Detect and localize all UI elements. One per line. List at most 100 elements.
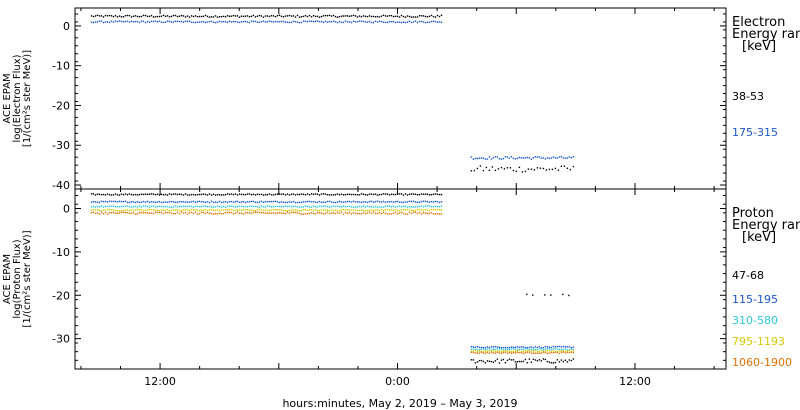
electron-data-point	[290, 21, 293, 24]
proton-data-point	[418, 208, 421, 211]
proton-data-point	[384, 212, 387, 214]
proton-data-point	[168, 209, 171, 212]
proton-data-point	[276, 212, 279, 214]
proton-data-point	[508, 346, 511, 349]
proton-data-point	[214, 194, 217, 196]
proton-data-point	[170, 212, 173, 214]
electron-data-point	[390, 15, 393, 17]
proton-data-point	[196, 193, 199, 196]
proton-data-point	[388, 213, 391, 215]
proton-y-axis-title: ACE EPAMlog(Proton Flux)[1/(cm²s ster Me…	[2, 230, 33, 327]
proton-data-point	[152, 193, 155, 195]
proton-data-point	[108, 212, 111, 214]
proton-data-point	[186, 205, 189, 208]
electron-data-point	[94, 15, 97, 17]
proton-data-point	[232, 193, 235, 196]
proton-data-point	[194, 211, 197, 213]
electron-data-point	[414, 16, 417, 18]
electron-data-point	[250, 15, 253, 17]
electron-data-point	[266, 15, 269, 17]
proton-data-point	[306, 212, 309, 215]
proton-data-point	[150, 205, 153, 207]
proton-data-point	[262, 209, 265, 212]
electron-data-point	[408, 20, 411, 22]
proton-data-point	[378, 209, 381, 212]
proton-data-point	[274, 205, 277, 207]
proton-data-point	[320, 201, 323, 203]
proton-data-point	[140, 211, 143, 214]
proton-data-point	[268, 209, 271, 212]
electron-data-point	[440, 14, 443, 16]
proton-data-point	[556, 348, 559, 350]
proton-data-point	[372, 206, 375, 208]
proton-data-point	[296, 209, 299, 212]
electron-data-point	[426, 21, 429, 24]
electron-legend-title-line: Electron	[732, 15, 785, 30]
proton-data-point	[362, 193, 365, 195]
proton-data-point	[124, 193, 127, 195]
proton-data-point	[154, 211, 157, 213]
electron-data-point	[102, 16, 105, 18]
proton-data-point	[100, 210, 103, 212]
proton-data-point	[316, 206, 319, 208]
proton-data-point	[414, 201, 417, 203]
proton-data-point	[422, 211, 425, 214]
proton-data-point	[164, 201, 167, 203]
electron-data-point	[170, 15, 173, 18]
electron-data-point	[524, 170, 527, 173]
proton-data-point	[306, 193, 309, 195]
electron-data-point	[554, 167, 557, 170]
electron-data-point	[308, 14, 311, 17]
electron-data-point	[482, 157, 485, 159]
proton-data-point	[146, 205, 149, 208]
proton-data-point	[412, 206, 415, 208]
electron-data-point	[178, 20, 181, 23]
proton-data-point	[540, 352, 543, 354]
proton-data-point	[218, 200, 221, 203]
electron-data-point	[430, 20, 433, 23]
proton-data-point	[570, 359, 573, 362]
proton-data-point	[412, 193, 415, 195]
proton-data-point	[284, 210, 287, 212]
proton-data-point	[308, 208, 311, 211]
proton-data-point	[382, 211, 385, 214]
electron-data-point	[264, 15, 267, 17]
proton-data-point	[406, 194, 409, 196]
electron-data-point	[546, 157, 549, 159]
proton-data-point	[482, 350, 485, 352]
proton-data-point	[422, 200, 425, 202]
proton-data-point	[300, 201, 303, 204]
electron-data-point	[252, 20, 255, 23]
electron-data-point	[376, 21, 379, 23]
proton-data-point	[190, 205, 193, 208]
proton-data-point	[132, 210, 135, 212]
proton-data-point	[566, 351, 569, 354]
proton-data-point	[126, 209, 129, 211]
electron-data-point	[258, 21, 261, 23]
proton-data-point	[256, 193, 259, 195]
proton-data-point	[416, 208, 419, 211]
proton-data-point	[268, 193, 271, 195]
proton-data-point	[506, 359, 509, 362]
proton-data-point	[368, 209, 371, 211]
proton-data-point	[220, 201, 223, 204]
proton-data-point	[478, 352, 481, 354]
electron-data-point	[566, 167, 569, 169]
proton-data-point	[262, 201, 265, 203]
proton-data-point	[168, 201, 171, 203]
proton-data-point	[554, 346, 557, 348]
proton-data-point	[146, 193, 149, 195]
proton-data-point	[300, 193, 303, 195]
proton-data-point	[336, 205, 339, 207]
proton-data-point	[342, 208, 345, 211]
proton-data-point	[318, 194, 321, 196]
electron-data-point	[182, 21, 185, 23]
x-axis-label: hours:minutes, May 2, 2019 – May 3, 2019	[282, 397, 517, 410]
proton-data-point	[478, 346, 481, 349]
proton-data-point	[560, 350, 563, 352]
proton-data-point	[242, 193, 245, 196]
proton-data-point	[336, 193, 339, 195]
proton-data-point	[480, 351, 483, 353]
proton-data-point	[390, 213, 393, 215]
electron-data-point	[114, 15, 117, 17]
